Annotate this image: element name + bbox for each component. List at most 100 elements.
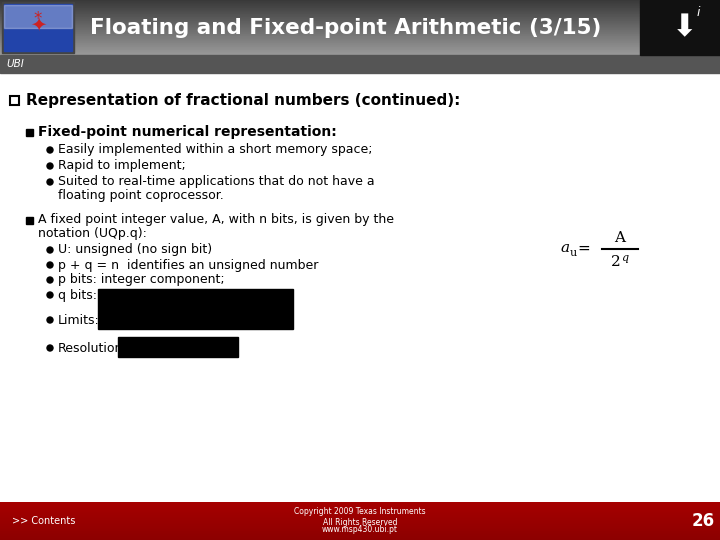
- Bar: [0, 2, 680, 3]
- FancyBboxPatch shape: [10, 96, 19, 105]
- Bar: [0, 17, 680, 18]
- Text: Suited to real-time applications that do not have a: Suited to real-time applications that do…: [58, 176, 374, 188]
- Bar: [0, 533, 720, 534]
- Bar: [0, 38, 680, 39]
- Bar: [0, 527, 720, 529]
- Bar: [0, 6, 680, 8]
- Text: =: =: [577, 240, 590, 255]
- Bar: [0, 10, 680, 12]
- Text: notation (UQp.q):: notation (UQp.q):: [38, 227, 147, 240]
- Text: www.msp430.ubi.pt: www.msp430.ubi.pt: [322, 524, 398, 534]
- Bar: [0, 508, 720, 510]
- Bar: [0, 30, 680, 31]
- Bar: [0, 525, 720, 526]
- Text: p bits: integer component;: p bits: integer component;: [58, 273, 225, 287]
- Circle shape: [47, 163, 53, 169]
- Bar: [4, 4, 72, 51]
- Text: Floating and Fixed-point Arithmetic (3/15): Floating and Fixed-point Arithmetic (3/1…: [90, 17, 601, 37]
- Bar: [0, 45, 680, 46]
- Bar: [0, 523, 720, 525]
- Bar: [0, 14, 680, 15]
- Bar: [0, 534, 720, 535]
- Bar: [98, 289, 293, 329]
- Bar: [0, 522, 720, 523]
- Text: U: unsigned (no sign bit): U: unsigned (no sign bit): [58, 244, 212, 256]
- Bar: [0, 538, 720, 539]
- Bar: [0, 19, 680, 20]
- Bar: [0, 53, 680, 55]
- Bar: [0, 35, 680, 36]
- Bar: [0, 23, 680, 24]
- Bar: [0, 22, 680, 23]
- Bar: [0, 522, 720, 524]
- Text: *: *: [34, 10, 42, 28]
- Bar: [0, 50, 680, 51]
- Bar: [0, 24, 680, 25]
- Bar: [0, 48, 680, 50]
- Text: 26: 26: [691, 512, 714, 530]
- Text: q bits: fractional component.: q bits: fractional component.: [58, 288, 239, 301]
- Bar: [0, 44, 680, 45]
- Text: ⬇: ⬇: [672, 13, 698, 42]
- Text: Easily implemented within a short memory space;: Easily implemented within a short memory…: [58, 144, 372, 157]
- Bar: [0, 14, 680, 15]
- Bar: [0, 0, 680, 2]
- Bar: [0, 15, 680, 17]
- Bar: [0, 54, 680, 55]
- Bar: [0, 1, 680, 2]
- Bar: [0, 29, 680, 30]
- Bar: [0, 50, 680, 51]
- Circle shape: [47, 147, 53, 153]
- Circle shape: [47, 277, 53, 283]
- Bar: [0, 48, 680, 49]
- Bar: [0, 505, 720, 507]
- Circle shape: [47, 317, 53, 323]
- Text: >> Contents: >> Contents: [12, 516, 76, 526]
- Bar: [0, 507, 720, 508]
- Bar: [0, 37, 680, 38]
- Bar: [0, 518, 720, 519]
- Bar: [640, 0, 720, 55]
- Bar: [0, 8, 680, 9]
- Text: UBI: UBI: [6, 59, 24, 69]
- Bar: [0, 503, 720, 505]
- Bar: [0, 12, 680, 14]
- Bar: [0, 40, 680, 42]
- Text: A fixed point integer value, A, with n bits, is given by the: A fixed point integer value, A, with n b…: [38, 213, 394, 226]
- Bar: [0, 512, 720, 514]
- Bar: [0, 510, 720, 511]
- Bar: [0, 33, 680, 35]
- Bar: [2, 2, 74, 53]
- Bar: [0, 532, 720, 534]
- Bar: [0, 18, 680, 19]
- Bar: [0, 514, 720, 515]
- Bar: [0, 511, 720, 512]
- Bar: [0, 45, 680, 47]
- Bar: [0, 37, 680, 38]
- Bar: [0, 10, 680, 11]
- Bar: [26, 217, 33, 224]
- Bar: [0, 502, 720, 503]
- Bar: [0, 504, 720, 506]
- Bar: [0, 42, 680, 43]
- Bar: [0, 526, 720, 528]
- Bar: [0, 530, 720, 531]
- Bar: [0, 47, 680, 48]
- Text: Fixed-point numerical representation:: Fixed-point numerical representation:: [38, 125, 337, 139]
- Bar: [0, 29, 680, 30]
- Bar: [0, 20, 680, 21]
- Bar: [0, 22, 680, 23]
- Text: Representation of fractional numbers (continued):: Representation of fractional numbers (co…: [26, 92, 460, 107]
- Bar: [0, 0, 680, 1]
- Text: A: A: [614, 231, 626, 245]
- Bar: [0, 9, 680, 10]
- Bar: [0, 507, 720, 509]
- Bar: [0, 538, 720, 540]
- Bar: [4, 5, 72, 28]
- Bar: [0, 515, 720, 516]
- Bar: [0, 516, 720, 517]
- Bar: [0, 52, 680, 53]
- Bar: [0, 5, 680, 6]
- Bar: [0, 24, 680, 25]
- Text: Resolution:: Resolution:: [58, 341, 127, 354]
